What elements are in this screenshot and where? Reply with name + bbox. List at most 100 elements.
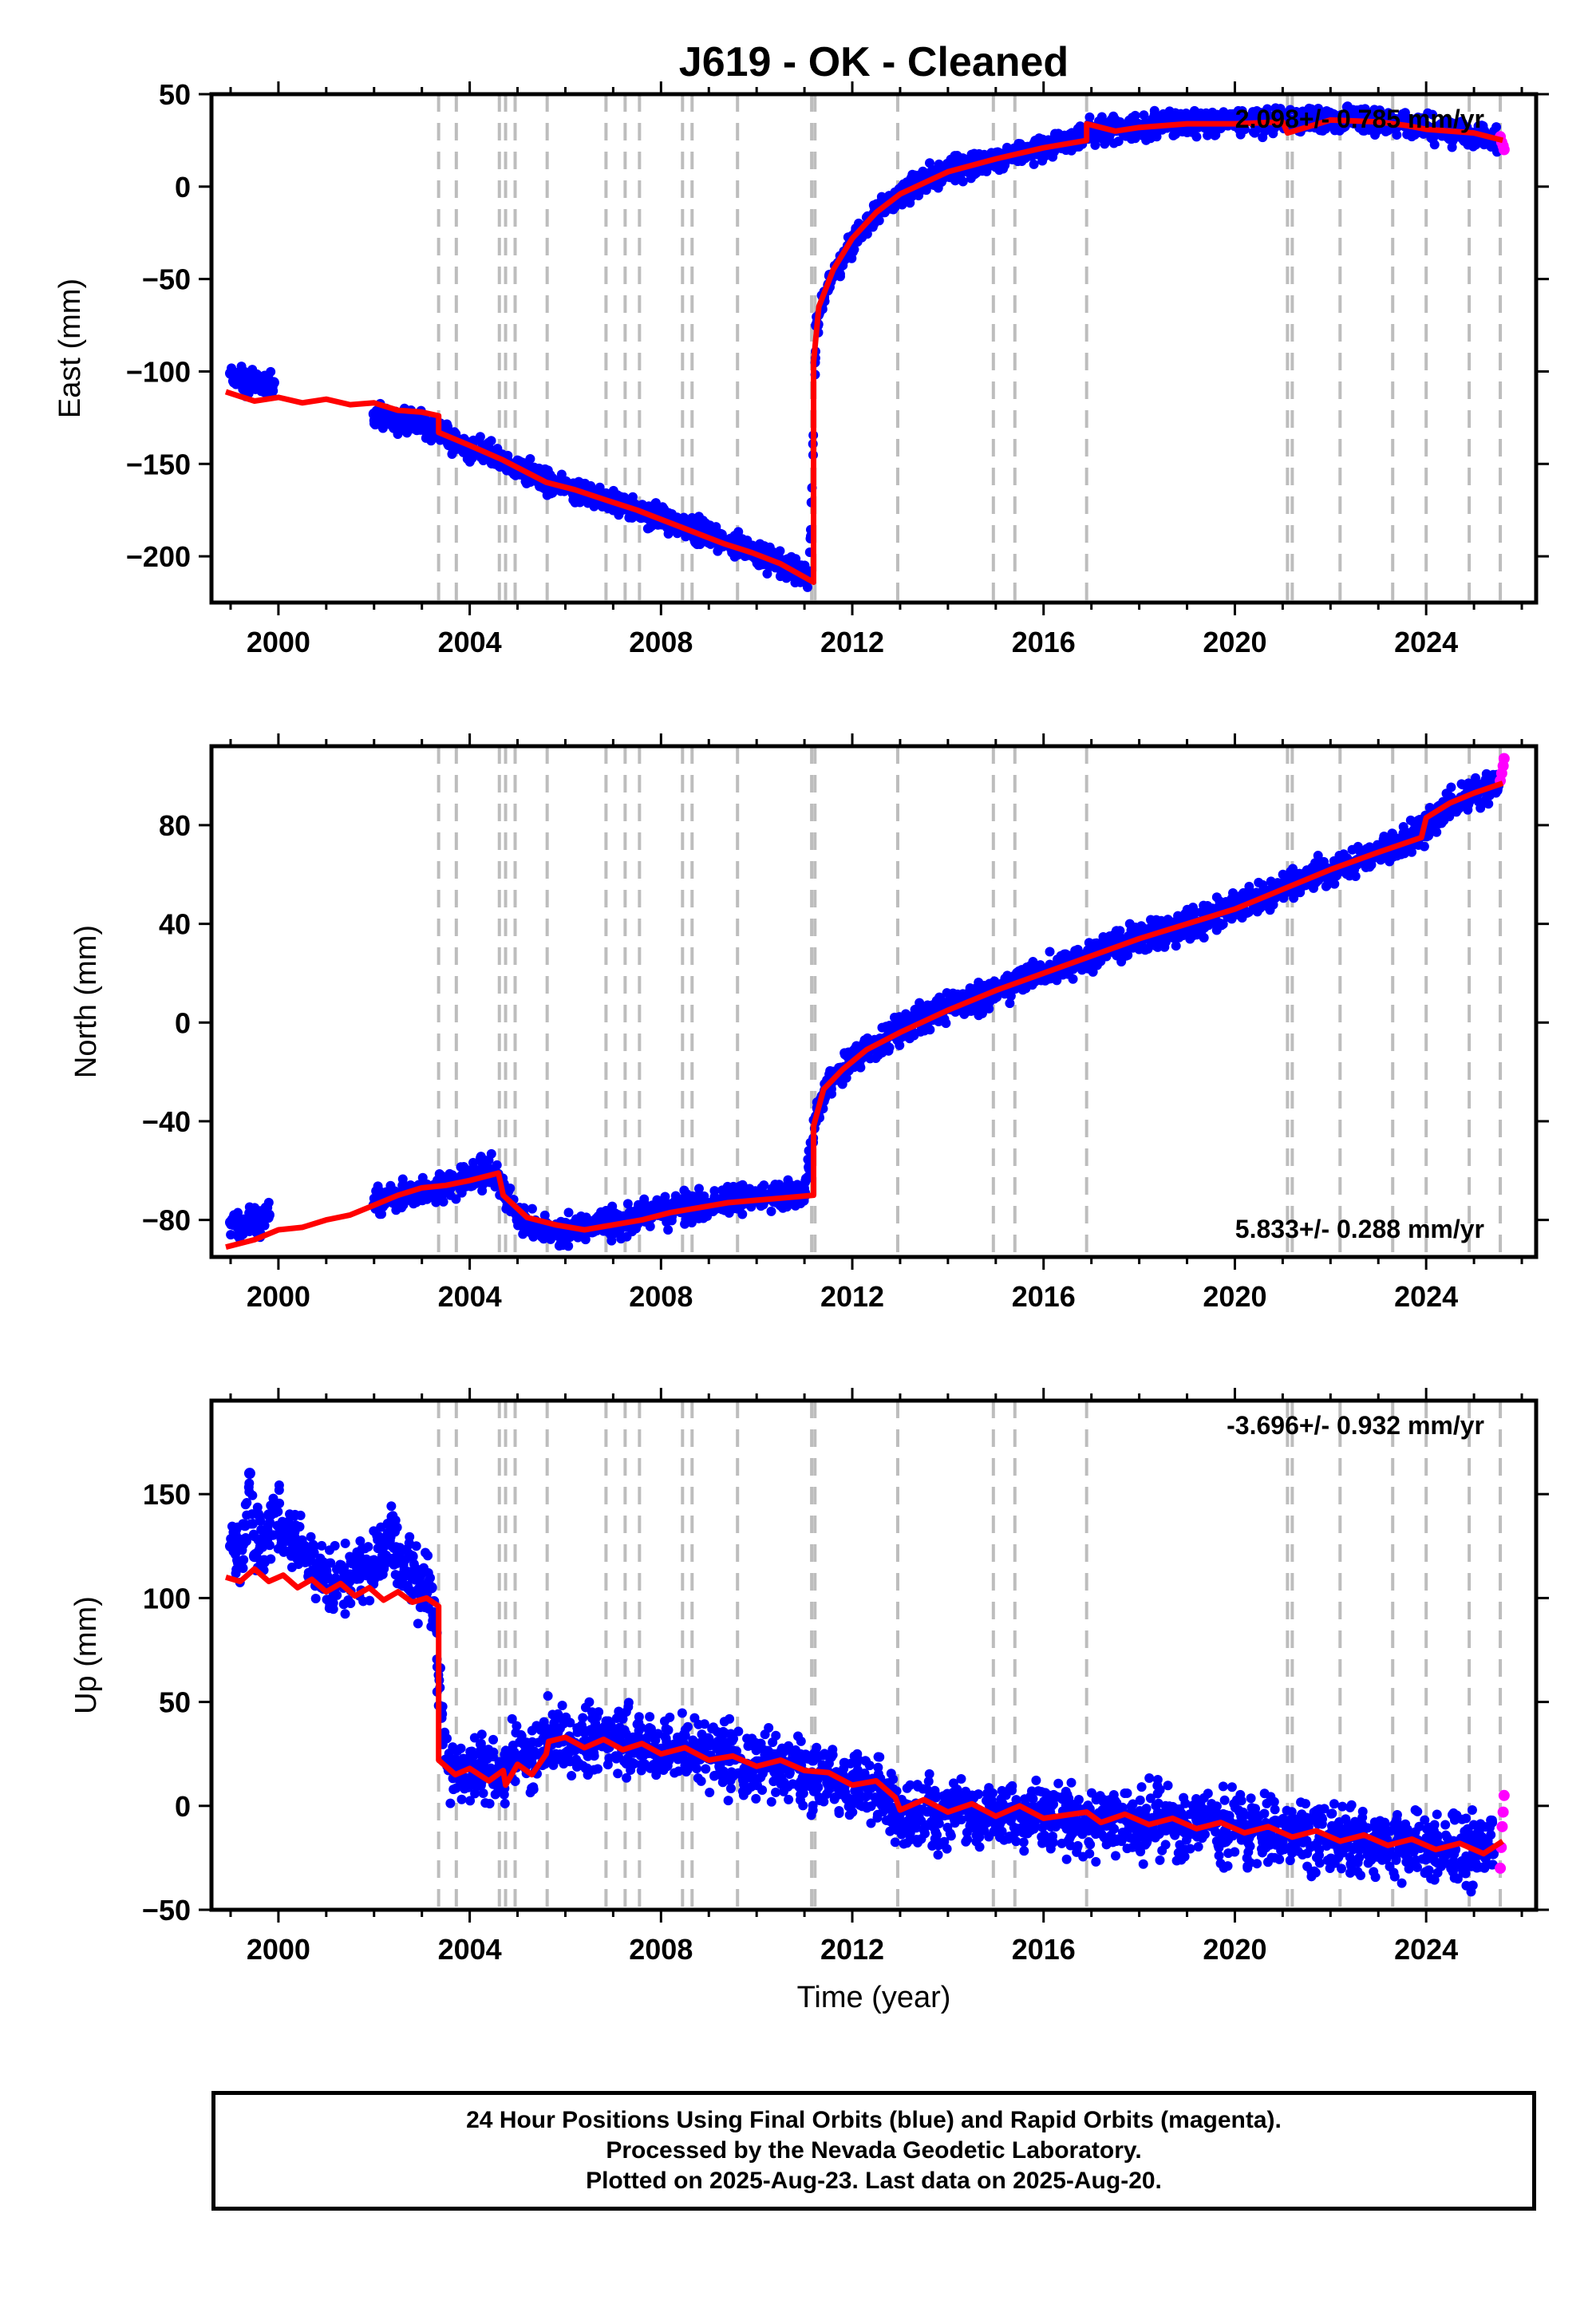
- y-tick-label: −100: [126, 355, 191, 388]
- final-orbit-cloud-point: [1280, 875, 1290, 885]
- final-orbit-point: [368, 408, 380, 420]
- final-orbit-cloud-point: [480, 1155, 490, 1165]
- final-orbit-cloud-point: [1143, 944, 1153, 954]
- final-orbit-cloud-point: [627, 492, 638, 502]
- final-orbit-cloud-point: [415, 425, 425, 435]
- y-tick-label: 40: [159, 908, 191, 941]
- final-orbit-cloud-point: [1050, 132, 1061, 142]
- final-orbit-cloud-point: [927, 164, 938, 175]
- final-orbit-cloud-point: [663, 1225, 674, 1235]
- final-orbit-cloud-point: [695, 539, 705, 549]
- final-orbit-cloud-point: [1073, 944, 1083, 954]
- y-tick-label: −200: [126, 540, 191, 573]
- final-orbit-cloud-point: [291, 1548, 302, 1559]
- final-orbit-cloud-point: [1068, 974, 1078, 984]
- final-orbit-cloud-point: [1191, 132, 1202, 142]
- final-orbit-cloud-point: [1199, 932, 1209, 943]
- y-tick-label: 50: [159, 78, 191, 111]
- y-axis-label: North (mm): [69, 925, 103, 1078]
- final-orbit-cloud-point: [267, 1530, 278, 1540]
- final-orbit-point: [382, 412, 394, 424]
- final-orbit-cloud-point: [1088, 966, 1098, 977]
- final-orbit-cloud-point: [1219, 899, 1229, 910]
- final-orbit-cloud-point: [1375, 105, 1385, 116]
- final-orbit-point: [411, 415, 423, 427]
- final-orbit-cloud-point: [570, 497, 580, 508]
- panels-group: 2000 2004 2008 2012 2016 2020 2024−200−150−100…: [53, 78, 1549, 1966]
- final-orbit-cloud-point: [1341, 101, 1352, 112]
- final-orbit-cloud-point: [563, 1241, 574, 1251]
- x-tick-label: 2004: [438, 626, 502, 658]
- y-tick-label: −80: [142, 1204, 191, 1237]
- final-orbit-cloud-point: [1029, 138, 1039, 148]
- x-tick-label: 2016: [1012, 626, 1076, 658]
- final-orbit-cloud-point: [571, 1214, 581, 1224]
- final-orbit-cloud-point: [1358, 125, 1369, 136]
- final-orbit-cloud-point: [266, 366, 276, 377]
- final-orbit-cloud-point: [1138, 923, 1148, 934]
- x-tick-label: 2024: [1394, 626, 1458, 658]
- final-orbit-cloud-point: [563, 1207, 574, 1218]
- rapid-orbit-point: [1498, 753, 1510, 765]
- panel-up: 2000 2004 2008 2012 2016 2020 2024−50050100150…: [69, 1388, 1549, 1966]
- final-orbit-cloud-point: [442, 419, 452, 429]
- final-orbit-cloud-point: [1017, 985, 1028, 995]
- rate-label: 5.833+/- 0.288 mm/yr: [1235, 1215, 1484, 1243]
- final-orbit-cloud-point: [970, 169, 980, 180]
- final-orbit-cloud-point: [1410, 129, 1420, 140]
- final-orbit-cloud-point: [525, 1227, 535, 1238]
- rate-label: 2.098+/- 0.785 mm/yr: [1235, 105, 1484, 133]
- final-orbit-cloud-point: [456, 1170, 467, 1180]
- final-orbit-cloud-point: [733, 1183, 744, 1193]
- final-orbit-cloud-point: [539, 1234, 549, 1244]
- final-orbit-cloud-point: [286, 1526, 297, 1536]
- final-orbit-cloud-point: [762, 568, 772, 579]
- final-orbit-cloud-point: [766, 1206, 776, 1216]
- final-orbit-cloud-point: [681, 532, 691, 542]
- model-fit-line: [224, 117, 1503, 585]
- final-orbit-cloud-point: [1067, 128, 1077, 138]
- final-orbit-cloud-point: [1426, 132, 1436, 143]
- final-orbit-cloud-point: [1160, 937, 1171, 947]
- final-orbit-cloud-point: [907, 169, 918, 180]
- final-orbit-point: [263, 1209, 275, 1221]
- final-orbit-cloud-point: [1040, 151, 1050, 161]
- y-tick-label: 0: [175, 171, 191, 204]
- final-orbit-cloud-point: [921, 184, 931, 195]
- final-orbit-cloud-point: [444, 1168, 455, 1179]
- final-orbit-cloud-point: [1306, 104, 1317, 114]
- final-orbit-cloud-point: [310, 1594, 321, 1604]
- x-tick-label: 2012: [820, 1280, 884, 1313]
- final-orbit-cloud-point: [977, 166, 987, 176]
- final-orbit-cloud-point: [1290, 113, 1301, 124]
- final-orbit-cloud-point: [276, 1534, 286, 1544]
- final-orbit-cloud-point: [1437, 131, 1448, 141]
- final-orbit-cloud-point: [1313, 851, 1323, 861]
- final-orbit-cloud-point: [1329, 879, 1340, 889]
- x-tick-label: 2000: [247, 1280, 310, 1313]
- final-orbit-cloud-point: [417, 1172, 428, 1183]
- plot-area-up: [224, 1468, 1510, 1897]
- final-orbit-cloud-point: [1447, 142, 1457, 152]
- final-orbit-cloud-point: [622, 1231, 632, 1242]
- panel-north: 2000 2004 2008 2012 2016 2020 2024−80−4004080N…: [69, 733, 1549, 1313]
- final-orbit-cloud-point: [658, 502, 668, 512]
- final-orbit-cloud-point: [781, 1181, 792, 1192]
- final-orbit-cloud-point: [511, 470, 521, 480]
- final-orbit-cloud-point: [687, 1191, 697, 1201]
- final-orbit-cloud-point: [531, 464, 542, 474]
- final-orbit-cloud-point: [1045, 947, 1055, 957]
- final-orbit-cloud-point: [1001, 142, 1012, 152]
- final-orbit-cloud-point: [1317, 124, 1327, 134]
- final-orbit-point: [267, 377, 279, 389]
- plot-area-north: [224, 753, 1510, 1251]
- final-orbit-cloud-point: [340, 1609, 350, 1619]
- final-orbit-cloud-point: [644, 1203, 654, 1214]
- final-orbit-cloud-point: [1120, 951, 1131, 961]
- x-tick-label: 2016: [1012, 1280, 1076, 1313]
- y-tick-label: 80: [159, 809, 191, 842]
- final-orbit-point: [234, 1221, 246, 1233]
- final-orbit-cloud-point: [1235, 110, 1246, 121]
- final-orbit-cloud-point: [542, 490, 552, 500]
- final-orbit-cloud-point: [264, 1540, 275, 1551]
